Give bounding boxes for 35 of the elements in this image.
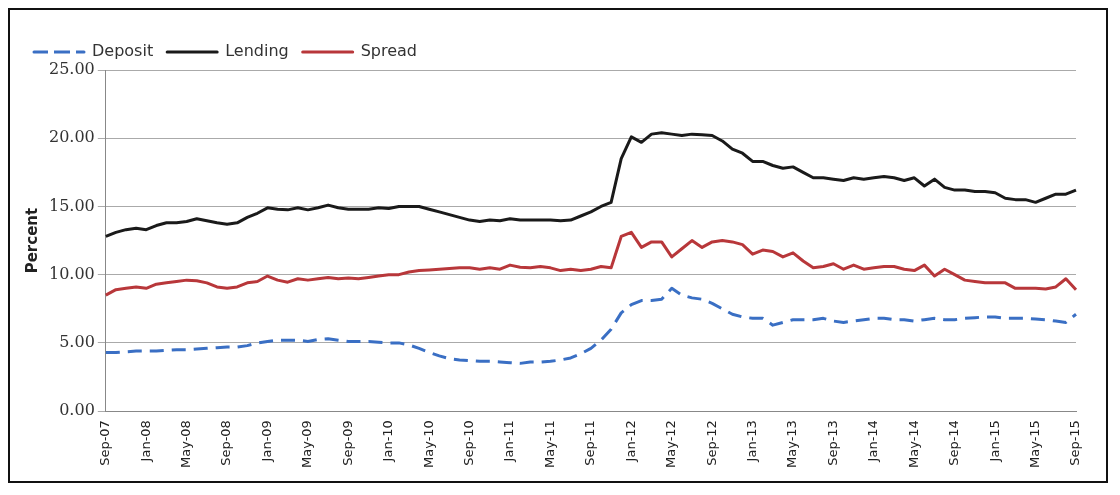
y-tick-label: 25.00	[48, 59, 95, 79]
x-tick-label: May-10	[420, 420, 436, 469]
x-tick-label: Sep-08	[218, 420, 234, 466]
x-tick-label: Jan-14	[865, 420, 881, 463]
x-tick-label: Sep-15	[1067, 420, 1083, 466]
x-tick-label: Sep-14	[946, 420, 962, 466]
x-tick-label: Sep-10	[461, 420, 476, 466]
y-tick-label: 5.00	[59, 332, 95, 352]
x-tick-label: Jan-10	[380, 420, 396, 463]
legend-label: Deposit	[92, 41, 154, 61]
legend-label: Spread	[360, 41, 418, 61]
y-tick-label: 0.00	[59, 400, 95, 420]
x-tick-label: May-08	[178, 420, 194, 469]
x-tick-label: Sep-12	[703, 420, 719, 466]
x-tick-label: May-15	[1026, 420, 1042, 469]
x-tick-label: Jan-15	[986, 420, 1002, 463]
legend-label: Lending	[225, 41, 289, 61]
x-tick-label: Jan-08	[137, 420, 153, 463]
y-tick-label: 10.00	[48, 263, 95, 283]
x-tick-label: Sep-13	[824, 420, 840, 466]
y-tick-label: 20.00	[48, 127, 95, 147]
x-tick-label: Jan-12	[622, 420, 638, 463]
x-tick-label: Sep-11	[582, 420, 598, 466]
x-tick-label: May-09	[299, 420, 315, 469]
x-tick-label: May-11	[541, 420, 557, 469]
x-tick-label: May-12	[663, 420, 679, 469]
x-tick-label: Jan-09	[258, 420, 274, 463]
y-axis-title: Percent	[22, 207, 41, 274]
x-tick-label: Jan-13	[743, 420, 759, 463]
x-tick-label: May-13	[784, 420, 800, 469]
x-tick-label: Sep-07	[97, 420, 113, 466]
x-tick-label: Jan-11	[501, 420, 517, 463]
y-tick-label: 15.00	[48, 195, 95, 215]
x-tick-label: May-14	[905, 420, 921, 469]
x-tick-label: Sep-09	[339, 420, 355, 466]
